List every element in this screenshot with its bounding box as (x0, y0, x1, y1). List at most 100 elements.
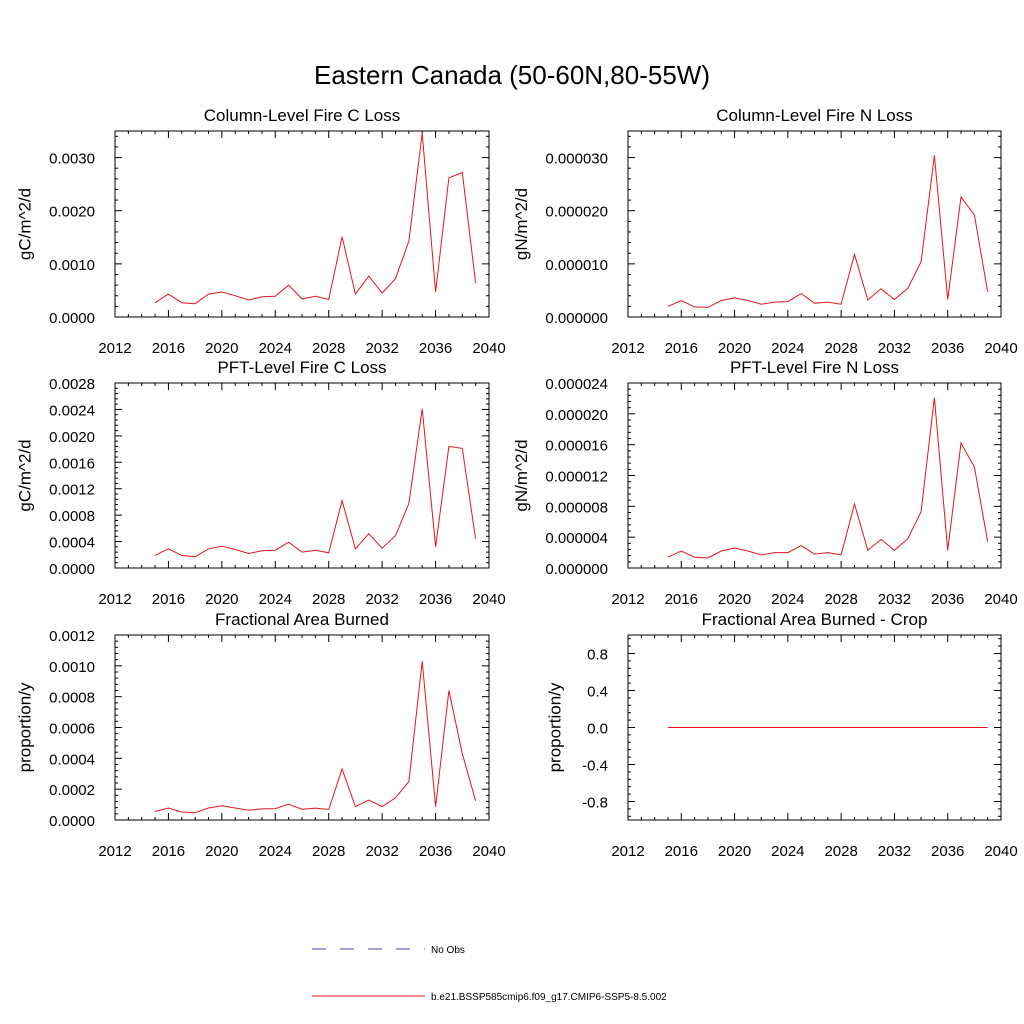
y-tick-label: 0.0008 (49, 690, 95, 707)
panel-pft-level-fire-n-loss: 2012 2016 2020 2024 2028 2032 2036 2040 0.000000… (512, 358, 1018, 608)
x-tick-label: 2016 (152, 591, 185, 608)
plot-frame (114, 634, 490, 821)
plot-frame (627, 130, 1002, 318)
x-tick-label: 2036 (419, 591, 452, 608)
y-tick-label: 0.0028 (49, 376, 95, 393)
y-tick-label: 0.000004 (545, 530, 608, 547)
y-tick-label: 0.0010 (49, 659, 95, 676)
y-tick-label: 0.0020 (49, 204, 95, 221)
y-tick-label: 0.0012 (49, 482, 95, 499)
y-tick-label: 0.0002 (49, 782, 95, 799)
x-tick-label: 2012 (98, 340, 131, 357)
x-tick-label: 2020 (718, 591, 751, 608)
panel-title: Column-Level Fire C Loss (204, 106, 401, 125)
y-tick-label: -0.4 (582, 758, 608, 775)
y-axis-label: proportion/y (545, 682, 564, 772)
y-tick-label: 0.000030 (545, 151, 608, 168)
x-tick-label: 2032 (365, 591, 398, 608)
y-tick-label: 0.0030 (49, 151, 95, 168)
x-tick-label: 2032 (878, 340, 911, 357)
series-line (154, 133, 477, 305)
x-tick-label: 2040 (472, 591, 505, 608)
x-tick-label: 2024 (259, 843, 292, 860)
x-tick-label: 2028 (312, 843, 345, 860)
y-axis-label: gN/m^2/d (512, 439, 531, 511)
figure-title: Eastern Canada (50-60N,80-55W) (314, 60, 710, 90)
x-tick-label: 2036 (931, 843, 964, 860)
x-tick-label: 2028 (824, 843, 857, 860)
x-tick-label: 2016 (152, 843, 185, 860)
x-tick-label: 2012 (98, 591, 131, 608)
legend: No Obs b.e21.BSSP585cmip6.f09_g17.CMIP6-… (312, 945, 667, 1003)
y-tick-label: 0.0000 (49, 813, 95, 830)
y-tick-label: 0.0006 (49, 721, 95, 738)
x-tick-label: 2028 (824, 340, 857, 357)
x-tick-label: 2020 (205, 591, 238, 608)
series-line (667, 397, 989, 559)
y-tick-label: 0.0016 (49, 455, 95, 472)
y-tick-label: 0.0008 (49, 508, 95, 525)
plot-frame (114, 130, 490, 318)
y-tick-label: 0.000012 (545, 469, 608, 486)
y-tick-label: 0.000010 (545, 257, 608, 274)
x-tick-label: 2028 (824, 591, 857, 608)
y-axis-label: gC/m^2/d (16, 439, 35, 511)
y-tick-label: 0.000000 (545, 561, 608, 578)
y-tick-label: -0.8 (582, 795, 608, 812)
x-tick-label: 2036 (931, 591, 964, 608)
x-tick-label: 2032 (878, 843, 911, 860)
panel-title: Fractional Area Burned - Crop (702, 610, 928, 629)
panel-title: Column-Level Fire N Loss (716, 106, 913, 125)
panel-fractional-area-burned: 2012 2016 2020 2024 2028 2032 2036 2040 0.0000 0.… (16, 610, 506, 860)
y-tick-label: 0.0004 (49, 751, 95, 768)
y-axis-label: proportion/y (16, 682, 35, 772)
y-tick-label: 0.0024 (49, 402, 95, 419)
series-line (154, 408, 477, 558)
y-tick-label: 0.0000 (49, 310, 95, 327)
plot-frame (627, 382, 1002, 569)
x-tick-label: 2012 (98, 843, 131, 860)
panel-title: PFT-Level Fire N Loss (730, 358, 899, 377)
panel-column-level-fire-c-loss: 2012 2016 2020 2024 2028 2032 2036 2040 0.0000 0.… (16, 106, 506, 357)
x-tick-label: 2020 (718, 843, 751, 860)
y-tick-label: 0.000000 (545, 310, 608, 327)
legend-label-model-run: b.e21.BSSP585cmip6.f09_g17.CMIP6-SSP5-8.… (431, 992, 667, 1003)
y-tick-label: 0.000020 (545, 204, 608, 221)
x-tick-label: 2036 (931, 340, 964, 357)
x-tick-label: 2040 (984, 591, 1017, 608)
x-tick-label: 2016 (665, 340, 698, 357)
x-tick-label: 2040 (472, 843, 505, 860)
x-tick-label: 2024 (771, 843, 804, 860)
panel-fractional-area-burned-crop: 2012 2016 2020 2024 2028 2032 2036 2040 -0.8 -0.4… (545, 610, 1017, 860)
x-tick-label: 2020 (718, 340, 751, 357)
x-tick-label: 2040 (984, 340, 1017, 357)
y-axis-label: gC/m^2/d (16, 188, 35, 260)
y-axis-label: gN/m^2/d (512, 188, 531, 260)
x-tick-label: 2036 (419, 843, 452, 860)
x-tick-label: 2012 (611, 843, 644, 860)
y-tick-label: 0.000024 (545, 376, 608, 393)
x-tick-label: 2024 (259, 591, 292, 608)
x-tick-label: 2040 (984, 843, 1017, 860)
x-tick-label: 2028 (312, 340, 345, 357)
y-tick-label: 0.0020 (49, 429, 95, 446)
x-tick-label: 2016 (665, 591, 698, 608)
x-tick-label: 2028 (312, 591, 345, 608)
series-line (154, 661, 477, 814)
y-tick-label: 0.0004 (49, 535, 95, 552)
x-tick-label: 2024 (771, 591, 804, 608)
x-tick-label: 2016 (665, 843, 698, 860)
x-tick-label: 2024 (259, 340, 292, 357)
x-tick-label: 2020 (205, 340, 238, 357)
y-tick-label: 0.000016 (545, 438, 608, 455)
y-tick-label: 0.000008 (545, 499, 608, 516)
y-tick-label: 0.0 (587, 721, 608, 738)
panel-column-level-fire-n-loss: 2012 2016 2020 2024 2028 2032 2036 2040 0.000000… (512, 106, 1018, 357)
x-tick-label: 2024 (771, 340, 804, 357)
y-tick-label: 0.000020 (545, 407, 608, 424)
y-tick-label: 0.0000 (49, 561, 95, 578)
x-tick-label: 2032 (878, 591, 911, 608)
x-tick-label: 2036 (419, 340, 452, 357)
y-tick-label: 0.8 (587, 647, 608, 664)
